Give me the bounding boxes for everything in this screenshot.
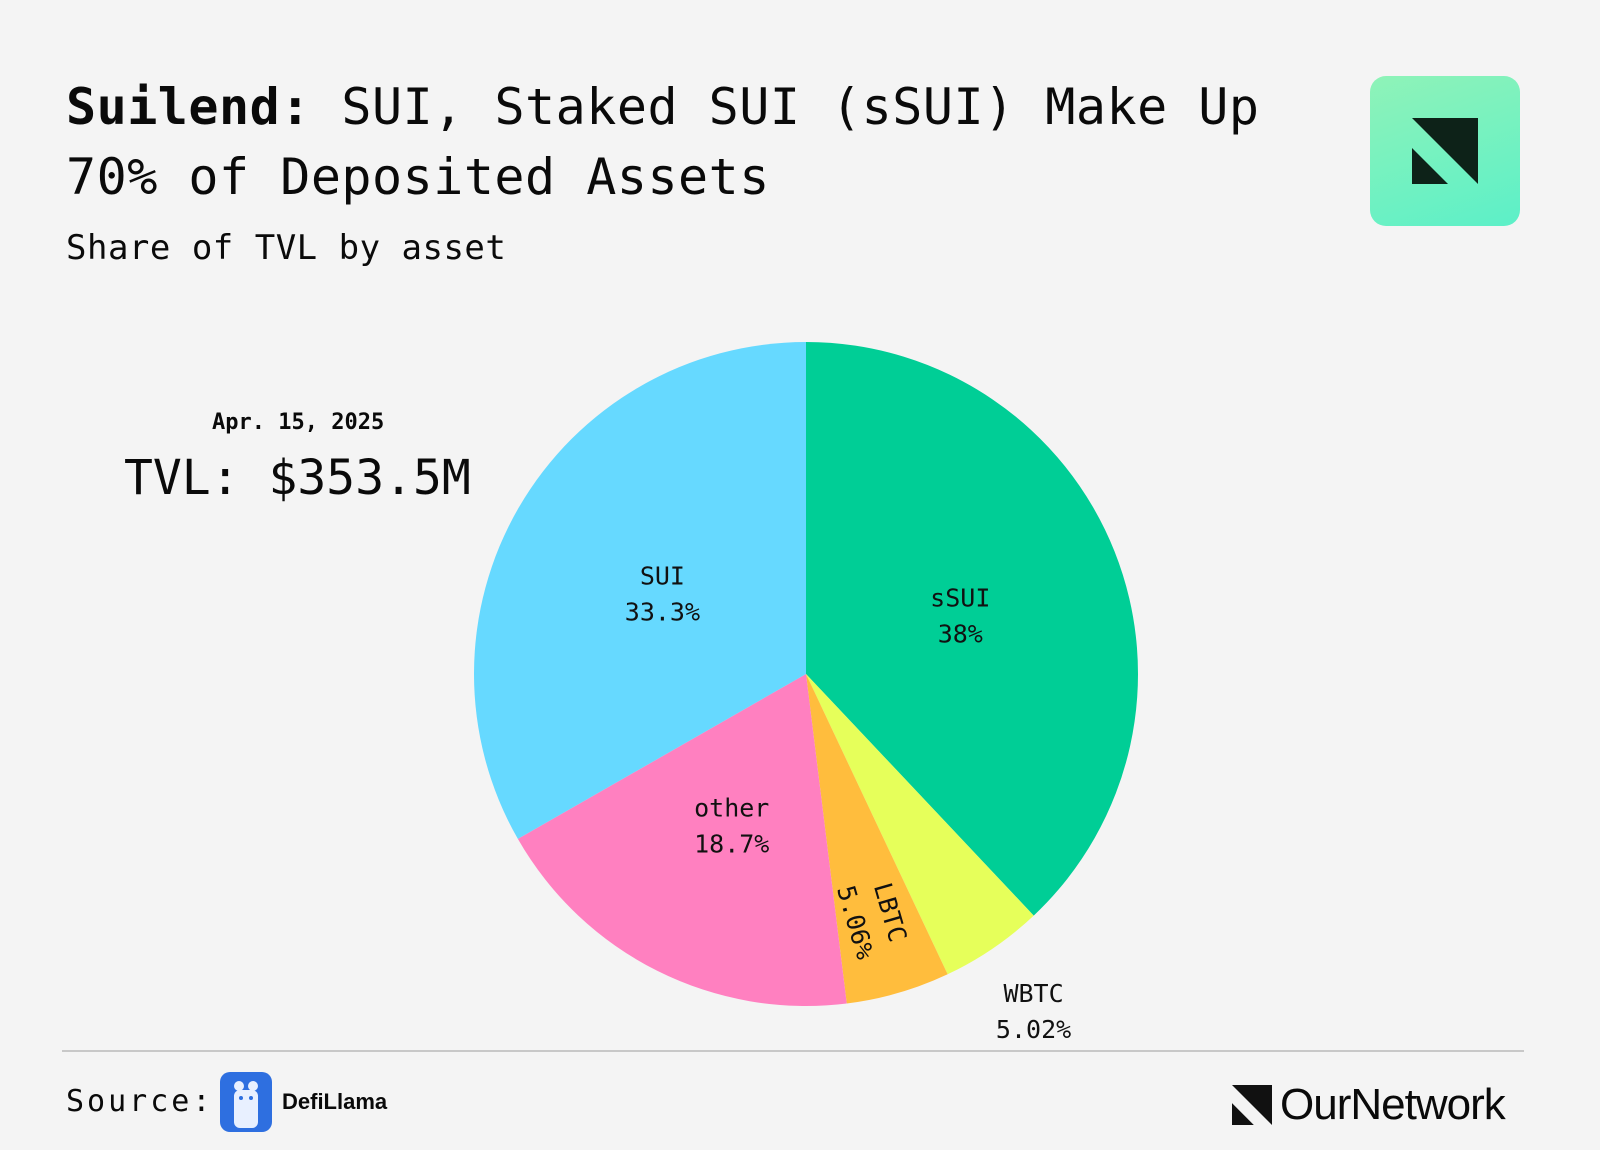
ournetwork-logo-tile xyxy=(1370,76,1520,226)
tvl-date: Apr. 15, 2025 xyxy=(212,410,385,435)
defillama-logo: DefiLlama xyxy=(220,1072,387,1132)
slice-name-sui: SUI xyxy=(640,562,685,591)
pie-slice-lbtc xyxy=(806,674,948,1004)
pie-slice-other xyxy=(517,674,847,1006)
slice-name-wbtc: WBTC xyxy=(1003,979,1063,1008)
slice-label-sui: SUI 33.3% xyxy=(625,562,700,627)
title-bold: Suilend: xyxy=(66,78,311,136)
slice-value-other: 18.7% xyxy=(694,829,769,858)
ournetwork-brand: OurNetwork xyxy=(1232,1080,1506,1130)
slice-label-wbtc: WBTC 5.02% xyxy=(996,979,1071,1044)
chart-title: Suilend: SUI, Staked SUI (sSUI) Make Up … xyxy=(66,72,1326,212)
chart-subtitle: Share of TVL by asset xyxy=(66,228,507,268)
tvl-value: TVL: $353.5M xyxy=(124,450,471,506)
slice-label-other: other 18.7% xyxy=(694,793,769,858)
source-label: Source: xyxy=(66,1084,214,1119)
ournetwork-mark-icon xyxy=(1412,118,1478,184)
ournetwork-brand-text: OurNetwork xyxy=(1280,1080,1506,1129)
pie-slice-ssui xyxy=(806,342,1138,916)
slice-name-ssui: sSUI xyxy=(930,584,990,613)
pie-slice-sui xyxy=(474,342,806,839)
slice-value-wbtc: 5.02% xyxy=(996,1015,1071,1044)
slice-value-ssui: 38% xyxy=(938,620,983,649)
slice-value-sui: 33.3% xyxy=(625,598,700,627)
ournetwork-footer-mark-icon xyxy=(1232,1085,1272,1125)
defillama-name: DefiLlama xyxy=(282,1089,388,1114)
title-rest: SUI, Staked SUI (sSUI) Make Up 70% of De… xyxy=(66,78,1260,206)
slice-label-ssui: sSUI 38% xyxy=(930,584,990,649)
llama-icon xyxy=(220,1072,272,1132)
slice-name-other: other xyxy=(694,793,769,822)
pie-slice-wbtc xyxy=(806,674,1034,975)
footer-divider xyxy=(62,1050,1524,1052)
